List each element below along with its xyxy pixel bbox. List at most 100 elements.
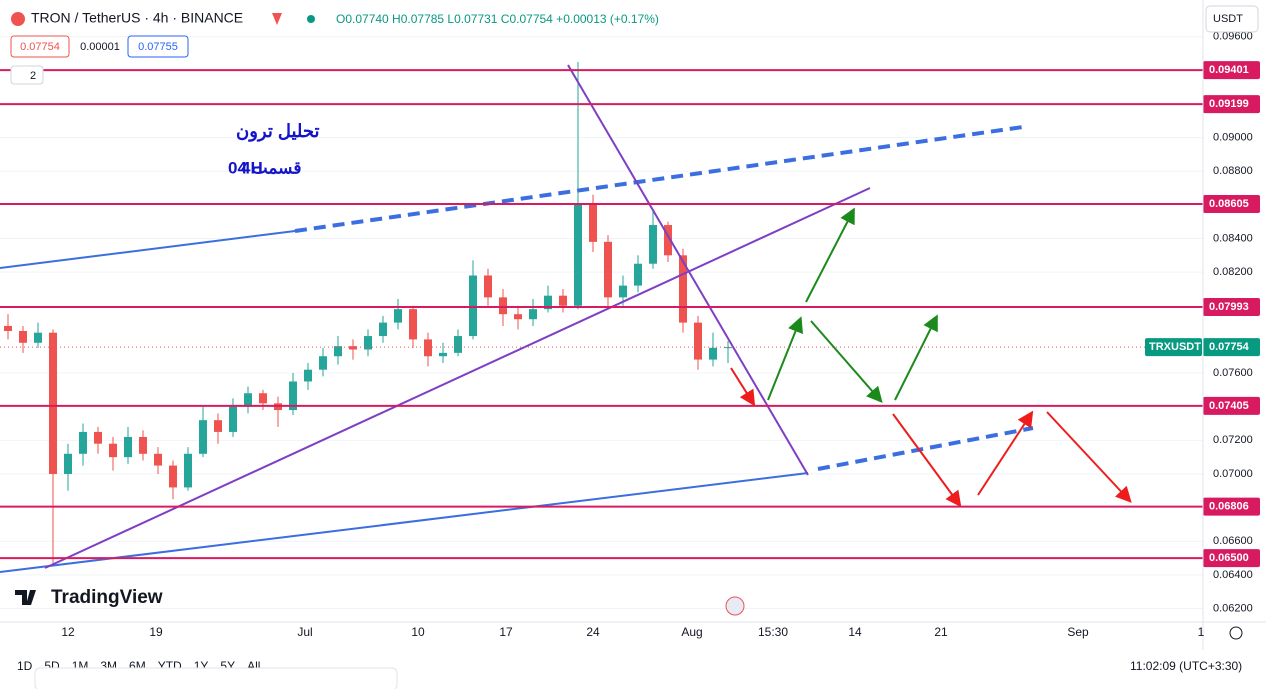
candle-body xyxy=(544,295,552,310)
candle-body xyxy=(499,297,507,315)
arrow xyxy=(977,410,1034,496)
y-tick-label: 0.07000 xyxy=(1213,468,1253,480)
annotation-timeframe: 4H xyxy=(241,158,263,177)
candle-body xyxy=(409,309,417,340)
level-tag xyxy=(1203,396,1260,415)
clock: 11:02:09 (UTC+3:30) xyxy=(1130,659,1242,673)
candle-body xyxy=(94,431,102,444)
candle-body xyxy=(469,275,477,337)
flag[interactable] xyxy=(272,13,282,25)
bid[interactable]: 0.07754 xyxy=(20,41,60,53)
currency[interactable]: USDT xyxy=(1213,13,1243,25)
candle-body xyxy=(664,225,672,256)
trend-line xyxy=(294,125,1024,233)
candle-body xyxy=(484,275,492,298)
ohlc: O0.07740 H0.07785 L0.07731 C0.07754 +0.0… xyxy=(336,12,659,26)
drawing-toolbar[interactable] xyxy=(34,667,398,691)
level-tag xyxy=(1203,95,1260,114)
x-tick-label: 12 xyxy=(61,625,75,639)
level-label: 0.09401 xyxy=(1209,64,1249,76)
candle-body xyxy=(4,325,12,332)
currency-box[interactable] xyxy=(1205,5,1259,33)
range-button[interactable]: 1D xyxy=(17,659,33,673)
y-tick-label: 0.06600 xyxy=(1213,535,1253,547)
y-tick-label: 0.06200 xyxy=(1213,602,1253,614)
candle-body xyxy=(79,431,87,454)
last-price-label: 0.07754 xyxy=(1209,341,1250,353)
candle-body xyxy=(214,420,222,432)
ask[interactable]: 0.07755 xyxy=(138,41,178,53)
x-tick-label: 19 xyxy=(149,625,163,639)
candle-body xyxy=(34,332,42,343)
candle-body xyxy=(604,241,612,298)
y-tick-label: 0.09600 xyxy=(1213,31,1253,43)
brand: TradingView xyxy=(51,587,163,608)
candle-body xyxy=(439,352,447,357)
candle-body xyxy=(649,225,657,264)
y-tick-label: 0.08800 xyxy=(1213,165,1253,177)
x-tick-label: 24 xyxy=(586,625,600,639)
candle-body xyxy=(109,443,117,458)
ask-box[interactable] xyxy=(127,35,189,58)
arrow xyxy=(1046,411,1132,503)
settings[interactable] xyxy=(1229,626,1243,640)
levels: 0.09401 0.09199 0.08605 0.07993 0.07405 0.068… xyxy=(0,61,1260,568)
candle-body xyxy=(334,346,342,357)
x-tick-label: 21 xyxy=(934,625,948,639)
candle-body xyxy=(364,336,372,350)
y-tick-label: 0.06400 xyxy=(1213,569,1253,581)
bid-box[interactable] xyxy=(10,35,70,58)
x-tick-label: 14 xyxy=(848,625,862,639)
level-tag xyxy=(1203,61,1260,80)
candle-body xyxy=(319,356,327,370)
symbol-tag-label: TRXUSDT xyxy=(1149,341,1201,353)
status-dot xyxy=(307,15,315,23)
x-tick-label: 1 xyxy=(1198,625,1205,639)
candle-body xyxy=(229,406,237,432)
arrow xyxy=(805,207,855,303)
candle-body xyxy=(394,309,402,323)
arrow xyxy=(892,413,962,508)
price-axis: 0.06200 0.06400 0.06600 0.07000 0.07200 0.076… xyxy=(1213,31,1253,615)
candle-body xyxy=(169,465,177,488)
indicators-toggle[interactable] xyxy=(10,65,44,85)
indicators-count[interactable]: 2 xyxy=(30,70,36,82)
level-label: 0.07405 xyxy=(1209,400,1249,412)
y-tick-label: 0.08200 xyxy=(1213,266,1253,278)
candle-body xyxy=(589,204,597,242)
x-tick-label: 15:30 xyxy=(758,625,788,639)
trend-line xyxy=(0,472,809,573)
x-tick-label: 10 xyxy=(411,625,425,639)
x-tick-label: Jul xyxy=(297,625,312,639)
candle-body xyxy=(694,322,702,360)
candle-body xyxy=(379,322,387,337)
x-tick-label: Sep xyxy=(1067,625,1089,639)
level-label: 0.06806 xyxy=(1209,501,1249,513)
candle-body xyxy=(559,295,567,306)
candle-body xyxy=(679,255,687,323)
candle-body xyxy=(124,436,132,458)
event-icon[interactable] xyxy=(725,596,745,616)
candle-body xyxy=(574,204,582,306)
candle-body xyxy=(49,332,57,474)
y-tick-label: 0.09000 xyxy=(1213,131,1253,143)
x-tick-label: Aug xyxy=(681,625,702,639)
candle-body xyxy=(634,263,642,286)
candle-body xyxy=(199,420,207,454)
symbol-title[interactable]: TRON / TetherUS · 4h · BINANCE xyxy=(31,10,243,26)
candle-body xyxy=(349,346,357,350)
candle-body xyxy=(529,309,537,320)
y-tick-label: 0.07600 xyxy=(1213,367,1253,379)
level-label: 0.06500 xyxy=(1209,552,1249,564)
level-tag xyxy=(1203,195,1260,214)
level-label: 0.07993 xyxy=(1209,301,1249,313)
candle-body xyxy=(514,314,522,320)
candle-body xyxy=(19,331,27,343)
last-price-tag xyxy=(1203,338,1260,357)
annotation-subtitle: قسمت 04 xyxy=(228,158,301,177)
level-tag xyxy=(1203,297,1260,316)
symbol-icon xyxy=(11,12,25,26)
candle-body xyxy=(259,393,267,404)
